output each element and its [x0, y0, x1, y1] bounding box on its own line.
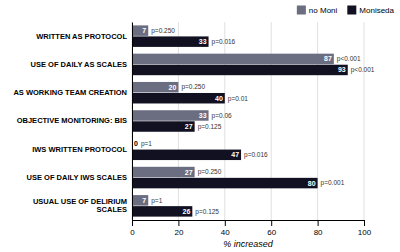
data-label: 7 [142, 27, 146, 34]
legend-swatch [347, 6, 356, 15]
x-axis-line [133, 221, 365, 227]
data-label: 80 [308, 180, 316, 187]
y-axis-line [132, 23, 133, 221]
legend-item: Moniseda [347, 6, 394, 15]
data-label: 7 [142, 197, 146, 204]
grid-line [317, 22, 318, 220]
grid-line [132, 22, 133, 220]
x-tick: 20 [174, 220, 183, 237]
p-value: p=0.016 [212, 38, 236, 46]
y-tick-label: WRITTEN AS PROTOCOL [36, 32, 127, 41]
x-tick: 60 [267, 220, 276, 237]
x-tick-mark [178, 220, 179, 226]
y-tick: USUAL USE OF DELIRIUMSCALES [33, 197, 132, 214]
y-tick-label: AS WORKING TEAM CREATION [13, 88, 127, 97]
data-label: 26 [183, 208, 191, 215]
x-tick: 100 [358, 220, 372, 237]
p-value: p=1 [141, 140, 152, 148]
bar [132, 206, 192, 216]
x-tick: 80 [314, 220, 323, 237]
grid [132, 22, 364, 220]
grid-line [271, 22, 272, 220]
bar [132, 178, 318, 188]
legend-label: Moniseda [359, 6, 394, 15]
x-tick-mark [364, 220, 365, 226]
p-value: p=0.016 [244, 151, 268, 159]
bar [132, 195, 148, 205]
x-tick-label: 20 [174, 228, 183, 237]
x-tick-mark [271, 220, 272, 226]
y-tick-label: IWS WRITTEN PROTOCOL [32, 145, 127, 154]
y-tick: USE OF DAILY IWS SCALES [27, 173, 132, 182]
p-value: p=0.125 [195, 208, 219, 216]
x-tick-mark [318, 220, 319, 226]
data-label: 33 [199, 112, 207, 119]
bars [132, 25, 348, 216]
plot: 7p=0.25087p<0.00120p=0.25033p=0.060p=127… [13, 22, 374, 237]
x-axis: 0 20 40 60 80 100 [130, 220, 371, 237]
bar [132, 54, 334, 64]
x-tick-label: 40 [221, 228, 230, 237]
data-label: 0 [134, 140, 138, 147]
p-value: p=0.001 [321, 179, 345, 187]
data-label: 33 [199, 38, 207, 45]
y-tick: USE OF DAILY AS SCALES [31, 60, 132, 69]
p-value: p=0.250 [198, 168, 222, 176]
legend-item: no Moni [297, 6, 338, 15]
p-value: p<0.001 [337, 55, 361, 63]
legend-swatch [297, 6, 306, 15]
p-value: p=0.125 [198, 123, 222, 131]
data-label: 40 [215, 95, 223, 102]
y-tick: WRITTEN AS PROTOCOL [36, 32, 132, 41]
bar [132, 65, 348, 75]
data-label: 27 [185, 169, 193, 176]
bar [132, 36, 209, 46]
x-tick-label: 60 [267, 228, 276, 237]
bar [132, 121, 195, 131]
bar [132, 150, 241, 160]
data-label: 47 [231, 151, 239, 158]
y-tick-label: USUAL USE OF DELIRIUMSCALES [33, 197, 127, 214]
y-tick-label: OBJECTIVE MONITORING: BIS [17, 116, 127, 125]
y-tick-label: USE OF DAILY IWS SCALES [27, 173, 127, 182]
grid-line [364, 22, 365, 220]
y-tick-label: USE OF DAILY AS SCALES [31, 60, 127, 69]
data-label: 93 [338, 66, 346, 73]
y-axis: WRITTEN AS PROTOCOL USE OF DAILY AS SCALE… [13, 23, 132, 221]
grid-line [178, 22, 179, 220]
p-value: p<0.001 [351, 66, 375, 74]
grid-line [224, 22, 225, 220]
labels: 7p=0.25087p<0.00120p=0.25033p=0.060p=127… [134, 27, 375, 216]
p-value: p=0.06 [212, 112, 232, 120]
p-value: p=0.250 [181, 83, 205, 91]
bar [132, 25, 148, 35]
bar [132, 93, 225, 103]
x-tick-mark [132, 220, 133, 226]
data-label: 20 [169, 84, 177, 91]
p-value: p=0.01 [228, 95, 248, 103]
bar [132, 167, 195, 177]
legend: no Moni Moniseda [297, 6, 395, 15]
bar [132, 82, 178, 92]
x-tick: 0 [130, 220, 135, 237]
x-tick-label: 80 [314, 228, 323, 237]
y-tick: AS WORKING TEAM CREATION [13, 88, 132, 97]
x-tick: 40 [221, 220, 230, 237]
x-axis-title: % increased [223, 239, 274, 249]
x-tick-label: 0 [130, 228, 135, 237]
data-label: 27 [185, 123, 193, 130]
p-value: p=0.250 [151, 27, 175, 35]
legend-label: no Moni [309, 6, 338, 15]
x-tick-label: 100 [358, 228, 372, 237]
y-tick: OBJECTIVE MONITORING: BIS [17, 116, 132, 125]
p-value: p=1 [151, 197, 162, 205]
x-tick-mark [225, 220, 226, 226]
bar [132, 110, 209, 120]
data-label: 87 [324, 55, 332, 62]
y-tick: IWS WRITTEN PROTOCOL [32, 145, 132, 154]
chart: 7p=0.25087p<0.00120p=0.25033p=0.060p=127… [0, 0, 400, 252]
